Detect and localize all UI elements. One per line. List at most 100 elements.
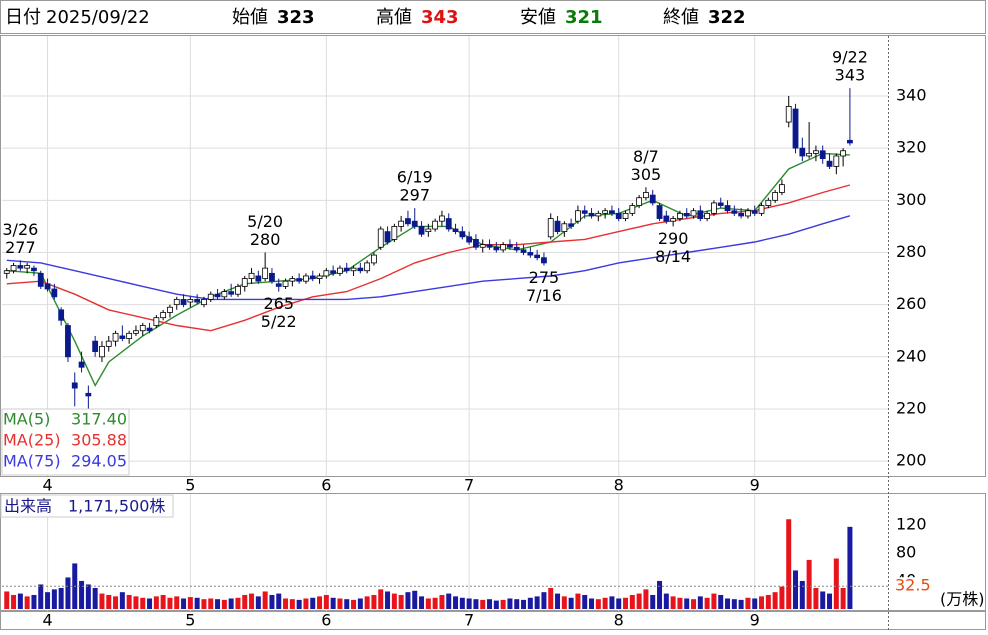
volume-bar bbox=[813, 587, 819, 609]
candle-body bbox=[323, 270, 330, 277]
volume-bar bbox=[323, 594, 329, 609]
candle-body bbox=[384, 231, 391, 243]
annotation-value: 275 bbox=[529, 268, 560, 287]
candle-body bbox=[119, 335, 126, 339]
candle-body bbox=[160, 312, 167, 319]
annotation-date: 5/20 bbox=[247, 212, 283, 231]
candle-body bbox=[180, 299, 187, 306]
candle-body bbox=[248, 272, 255, 279]
volume-bar bbox=[242, 594, 248, 609]
candle-body bbox=[847, 139, 853, 144]
candle-body bbox=[371, 254, 377, 264]
volume-bar bbox=[140, 597, 146, 609]
annotation-date: 5/22 bbox=[261, 312, 297, 331]
volume-bar bbox=[235, 597, 241, 609]
x-tick-label: 6 bbox=[321, 611, 331, 630]
candle-body bbox=[146, 327, 153, 332]
candle-body bbox=[500, 244, 507, 251]
volume-bar bbox=[113, 596, 119, 609]
annotation-value: 305 bbox=[631, 165, 662, 184]
candle-body bbox=[235, 285, 241, 295]
volume-bar bbox=[405, 592, 411, 609]
volume-bar bbox=[11, 594, 17, 609]
candle-body bbox=[282, 280, 289, 287]
volume-bar bbox=[133, 596, 139, 609]
volume-bar bbox=[255, 596, 261, 609]
annotation-date: 6/19 bbox=[397, 168, 433, 187]
volume-bar bbox=[201, 599, 207, 609]
y-tick-label: 80 bbox=[896, 542, 916, 561]
volume-bar bbox=[555, 593, 561, 609]
volume-bar bbox=[58, 587, 64, 609]
volume-bar bbox=[31, 594, 37, 609]
candle-body bbox=[772, 192, 779, 201]
ohlc-value: 321 bbox=[565, 7, 603, 28]
candle-body bbox=[17, 265, 24, 269]
volume-bar bbox=[330, 597, 336, 609]
volume-bar bbox=[160, 594, 166, 609]
candle-body bbox=[275, 283, 282, 287]
candle-body bbox=[194, 299, 201, 303]
legend-value: 317.40 bbox=[71, 410, 127, 429]
annotation-value: 277 bbox=[5, 238, 36, 257]
header: 日付 2025/09/22 始値 323 高値 343 安値 321 終値 322 bbox=[5, 7, 746, 28]
volume-bar bbox=[752, 598, 758, 609]
candle-body bbox=[405, 218, 411, 225]
ohlc-label: 安値 bbox=[520, 7, 556, 28]
legend-value: 305.88 bbox=[71, 431, 127, 450]
volume-bar bbox=[262, 591, 268, 609]
candle-body bbox=[289, 278, 296, 282]
ohlc-label: 高値 bbox=[376, 7, 412, 28]
y-tick-label: 280 bbox=[896, 242, 927, 261]
volume-bar bbox=[296, 599, 302, 609]
candle-body bbox=[65, 325, 71, 358]
volume-bar bbox=[616, 598, 622, 609]
ohlc-value: 343 bbox=[421, 7, 459, 28]
candle-body bbox=[139, 325, 146, 332]
ohlc-label: 終値 bbox=[663, 7, 699, 28]
volume-bar bbox=[534, 596, 540, 609]
volume-bar bbox=[582, 594, 588, 609]
volume-bar bbox=[602, 597, 608, 609]
volume-bar bbox=[697, 596, 703, 609]
volume-bar bbox=[425, 598, 431, 609]
volume-bar bbox=[453, 596, 459, 609]
volume-bar bbox=[561, 596, 567, 609]
price-frame bbox=[0, 35, 986, 477]
candle-body bbox=[561, 223, 568, 233]
candle-body bbox=[609, 210, 615, 214]
volume-bar bbox=[364, 596, 370, 609]
volume-bar bbox=[827, 593, 833, 609]
volume-bar bbox=[548, 587, 554, 609]
annotation-value: 280 bbox=[250, 230, 281, 249]
volume-bar bbox=[119, 592, 125, 609]
volume-bar bbox=[745, 597, 751, 609]
volume-bar bbox=[85, 584, 91, 609]
volume-bar bbox=[446, 593, 452, 609]
volume-bar bbox=[289, 599, 295, 609]
candle-body bbox=[643, 192, 649, 199]
volume-bar bbox=[820, 591, 826, 609]
x-tick-label: 8 bbox=[614, 476, 624, 495]
volume-bar bbox=[99, 593, 105, 609]
volume-bar bbox=[684, 598, 690, 609]
candle-body bbox=[534, 254, 541, 259]
annotation-value: 290 bbox=[658, 229, 689, 248]
volume-bar bbox=[480, 599, 486, 609]
candle-body bbox=[411, 220, 418, 227]
axis-frame bbox=[0, 611, 986, 630]
volume-bar bbox=[568, 597, 574, 609]
volume-bar bbox=[629, 594, 635, 609]
candle-body bbox=[711, 202, 717, 214]
annotation-date: 8/14 bbox=[655, 247, 691, 266]
volume-bar bbox=[806, 559, 812, 609]
volume-bar bbox=[317, 596, 323, 609]
candle-body bbox=[44, 283, 51, 290]
candle-body bbox=[364, 262, 371, 272]
legend-value: 294.05 bbox=[71, 452, 127, 471]
volume-title: 出来高 bbox=[4, 497, 52, 516]
candle-body bbox=[214, 293, 221, 298]
candle-body bbox=[840, 150, 847, 157]
